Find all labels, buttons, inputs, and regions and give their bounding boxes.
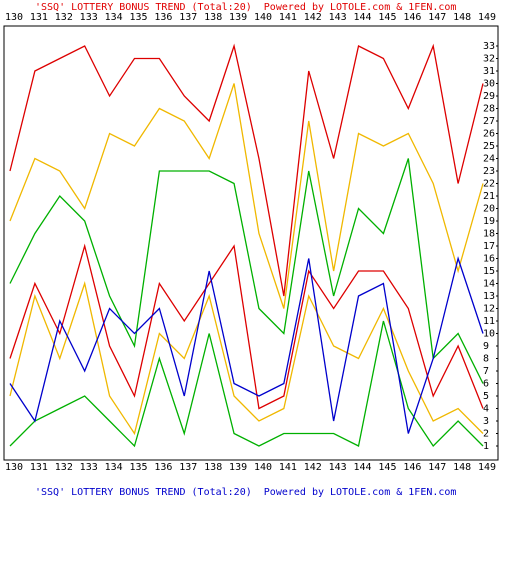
y-tick-label: 6 bbox=[483, 379, 489, 390]
y-tick-label: 4 bbox=[483, 404, 489, 415]
x-tick-label-bottom: 138 bbox=[204, 462, 222, 473]
y-tick-label: 27 bbox=[483, 116, 495, 127]
y-tick-label: 1 bbox=[483, 441, 489, 452]
series-line bbox=[9, 43, 484, 297]
x-tick-label-top: 136 bbox=[154, 12, 172, 23]
y-tick-label: 19 bbox=[483, 216, 495, 227]
y-tick-label: 26 bbox=[483, 129, 495, 140]
series-line bbox=[9, 320, 484, 448]
x-tick-label-top: 141 bbox=[279, 12, 297, 23]
x-tick-label-bottom: 140 bbox=[254, 462, 272, 473]
x-tick-label-bottom: 137 bbox=[179, 462, 197, 473]
x-tick-label-bottom: 136 bbox=[154, 462, 172, 473]
x-tick-label-top: 149 bbox=[478, 12, 496, 23]
chart-title: 'SSQ' LOTTERY BONUS TREND (Total:20) Pow… bbox=[35, 2, 456, 13]
y-tick-label: 20 bbox=[483, 204, 495, 215]
x-tick-label-top: 139 bbox=[229, 12, 247, 23]
x-tick-label-top: 137 bbox=[179, 12, 197, 23]
x-tick-label-bottom: 141 bbox=[279, 462, 297, 473]
x-tick-label-top: 133 bbox=[80, 12, 98, 23]
y-tick-label: 21 bbox=[483, 191, 495, 202]
x-tick-label-top: 130 bbox=[5, 12, 23, 23]
series-line bbox=[9, 281, 484, 436]
y-tick-label: 3 bbox=[483, 416, 489, 427]
x-tick-label-top: 132 bbox=[55, 12, 73, 23]
x-tick-label-top: 138 bbox=[204, 12, 222, 23]
y-tick-label: 9 bbox=[483, 341, 489, 352]
y-tick-label: 17 bbox=[483, 241, 495, 252]
x-tick-label-top: 131 bbox=[30, 12, 48, 23]
x-tick-label-top: 143 bbox=[329, 12, 347, 23]
x-tick-label-bottom: 149 bbox=[478, 462, 496, 473]
x-tick-label-bottom: 146 bbox=[403, 462, 421, 473]
y-tick-label: 2 bbox=[483, 429, 489, 440]
series-line bbox=[9, 256, 484, 434]
y-tick-label: 11 bbox=[483, 316, 495, 327]
y-tick-label: 32 bbox=[483, 54, 495, 65]
x-tick-label-bottom: 148 bbox=[453, 462, 471, 473]
x-tick-label-top: 145 bbox=[378, 12, 396, 23]
series-line bbox=[9, 158, 484, 384]
x-tick-label-bottom: 142 bbox=[304, 462, 322, 473]
x-tick-label-bottom: 143 bbox=[329, 462, 347, 473]
x-tick-label-bottom: 131 bbox=[30, 462, 48, 473]
x-tick-label-bottom: 144 bbox=[354, 462, 372, 473]
y-tick-label: 33 bbox=[483, 41, 495, 52]
y-tick-label: 12 bbox=[483, 304, 495, 315]
x-tick-label-top: 148 bbox=[453, 12, 471, 23]
y-tick-label: 7 bbox=[483, 366, 489, 377]
y-tick-label: 5 bbox=[483, 391, 489, 402]
y-tick-label: 18 bbox=[483, 229, 495, 240]
y-tick-label: 29 bbox=[483, 91, 495, 102]
x-tick-label-top: 142 bbox=[304, 12, 322, 23]
series-line bbox=[9, 83, 484, 309]
y-tick-label: 15 bbox=[483, 266, 495, 277]
x-tick-label-top: 147 bbox=[428, 12, 446, 23]
y-tick-label: 10 bbox=[483, 329, 495, 340]
x-tick-label-bottom: 147 bbox=[428, 462, 446, 473]
x-tick-label-top: 135 bbox=[129, 12, 147, 23]
y-tick-label: 25 bbox=[483, 141, 495, 152]
x-tick-label-top: 144 bbox=[354, 12, 372, 23]
x-tick-label-top: 140 bbox=[254, 12, 272, 23]
series-line bbox=[9, 243, 484, 410]
footer-title: 'SSQ' LOTTERY BONUS TREND (Total:20) Pow… bbox=[35, 487, 456, 498]
y-tick-label: 30 bbox=[483, 79, 495, 90]
x-tick-label-bottom: 130 bbox=[5, 462, 23, 473]
x-tick-label-bottom: 145 bbox=[378, 462, 396, 473]
y-tick-label: 28 bbox=[483, 104, 495, 115]
x-tick-label-bottom: 134 bbox=[105, 462, 123, 473]
x-tick-label-top: 146 bbox=[403, 12, 421, 23]
y-tick-label: 14 bbox=[483, 279, 495, 290]
y-tick-label: 22 bbox=[483, 179, 495, 190]
x-tick-label-bottom: 133 bbox=[80, 462, 98, 473]
plot-frame bbox=[3, 25, 499, 461]
y-tick-label: 24 bbox=[483, 154, 495, 165]
x-tick-label-top: 134 bbox=[105, 12, 123, 23]
y-tick-label: 8 bbox=[483, 354, 489, 365]
x-tick-label-bottom: 135 bbox=[129, 462, 147, 473]
y-tick-label: 13 bbox=[483, 291, 495, 302]
x-tick-label-bottom: 132 bbox=[55, 462, 73, 473]
y-tick-label: 16 bbox=[483, 254, 495, 265]
y-tick-label: 31 bbox=[483, 66, 495, 77]
y-tick-label: 23 bbox=[483, 166, 495, 177]
x-tick-label-bottom: 139 bbox=[229, 462, 247, 473]
